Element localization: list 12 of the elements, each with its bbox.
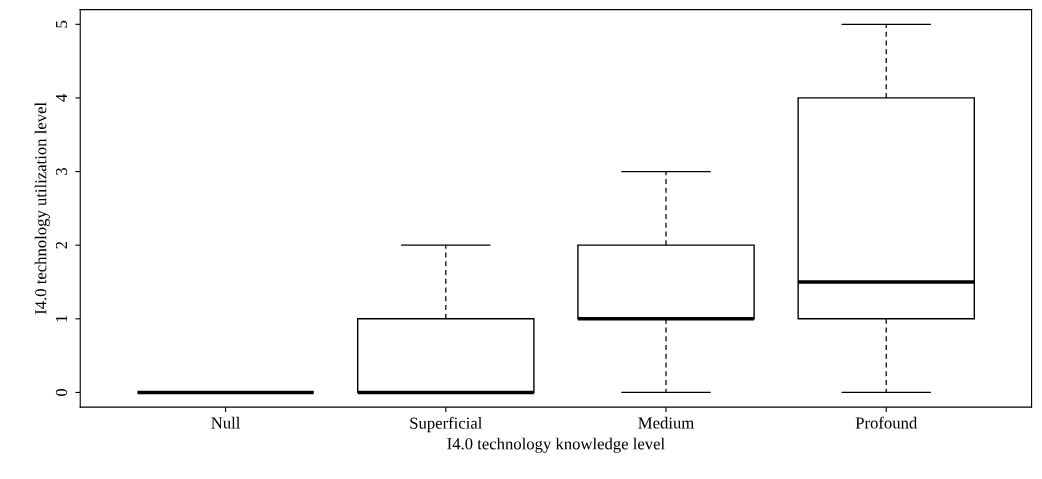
y-tick-label: 0 (55, 388, 68, 396)
y-tick-label: 1 (55, 315, 67, 322)
x-tick-label: Superficial (410, 416, 483, 433)
y-tick-label: 5 (56, 20, 68, 28)
y-axis-title: I4.0 technology utilization level (34, 102, 50, 315)
x-tick-label: Profound (855, 416, 918, 429)
y-tick-label: 4 (55, 94, 67, 102)
x-tick-label: Null (211, 416, 241, 429)
x-tick-label: Medium (638, 416, 694, 429)
y-tick-label: 2 (55, 241, 67, 249)
x-axis-title: I4.0 technology knowledge level (447, 437, 665, 453)
y-tick-label: 3 (55, 168, 68, 175)
